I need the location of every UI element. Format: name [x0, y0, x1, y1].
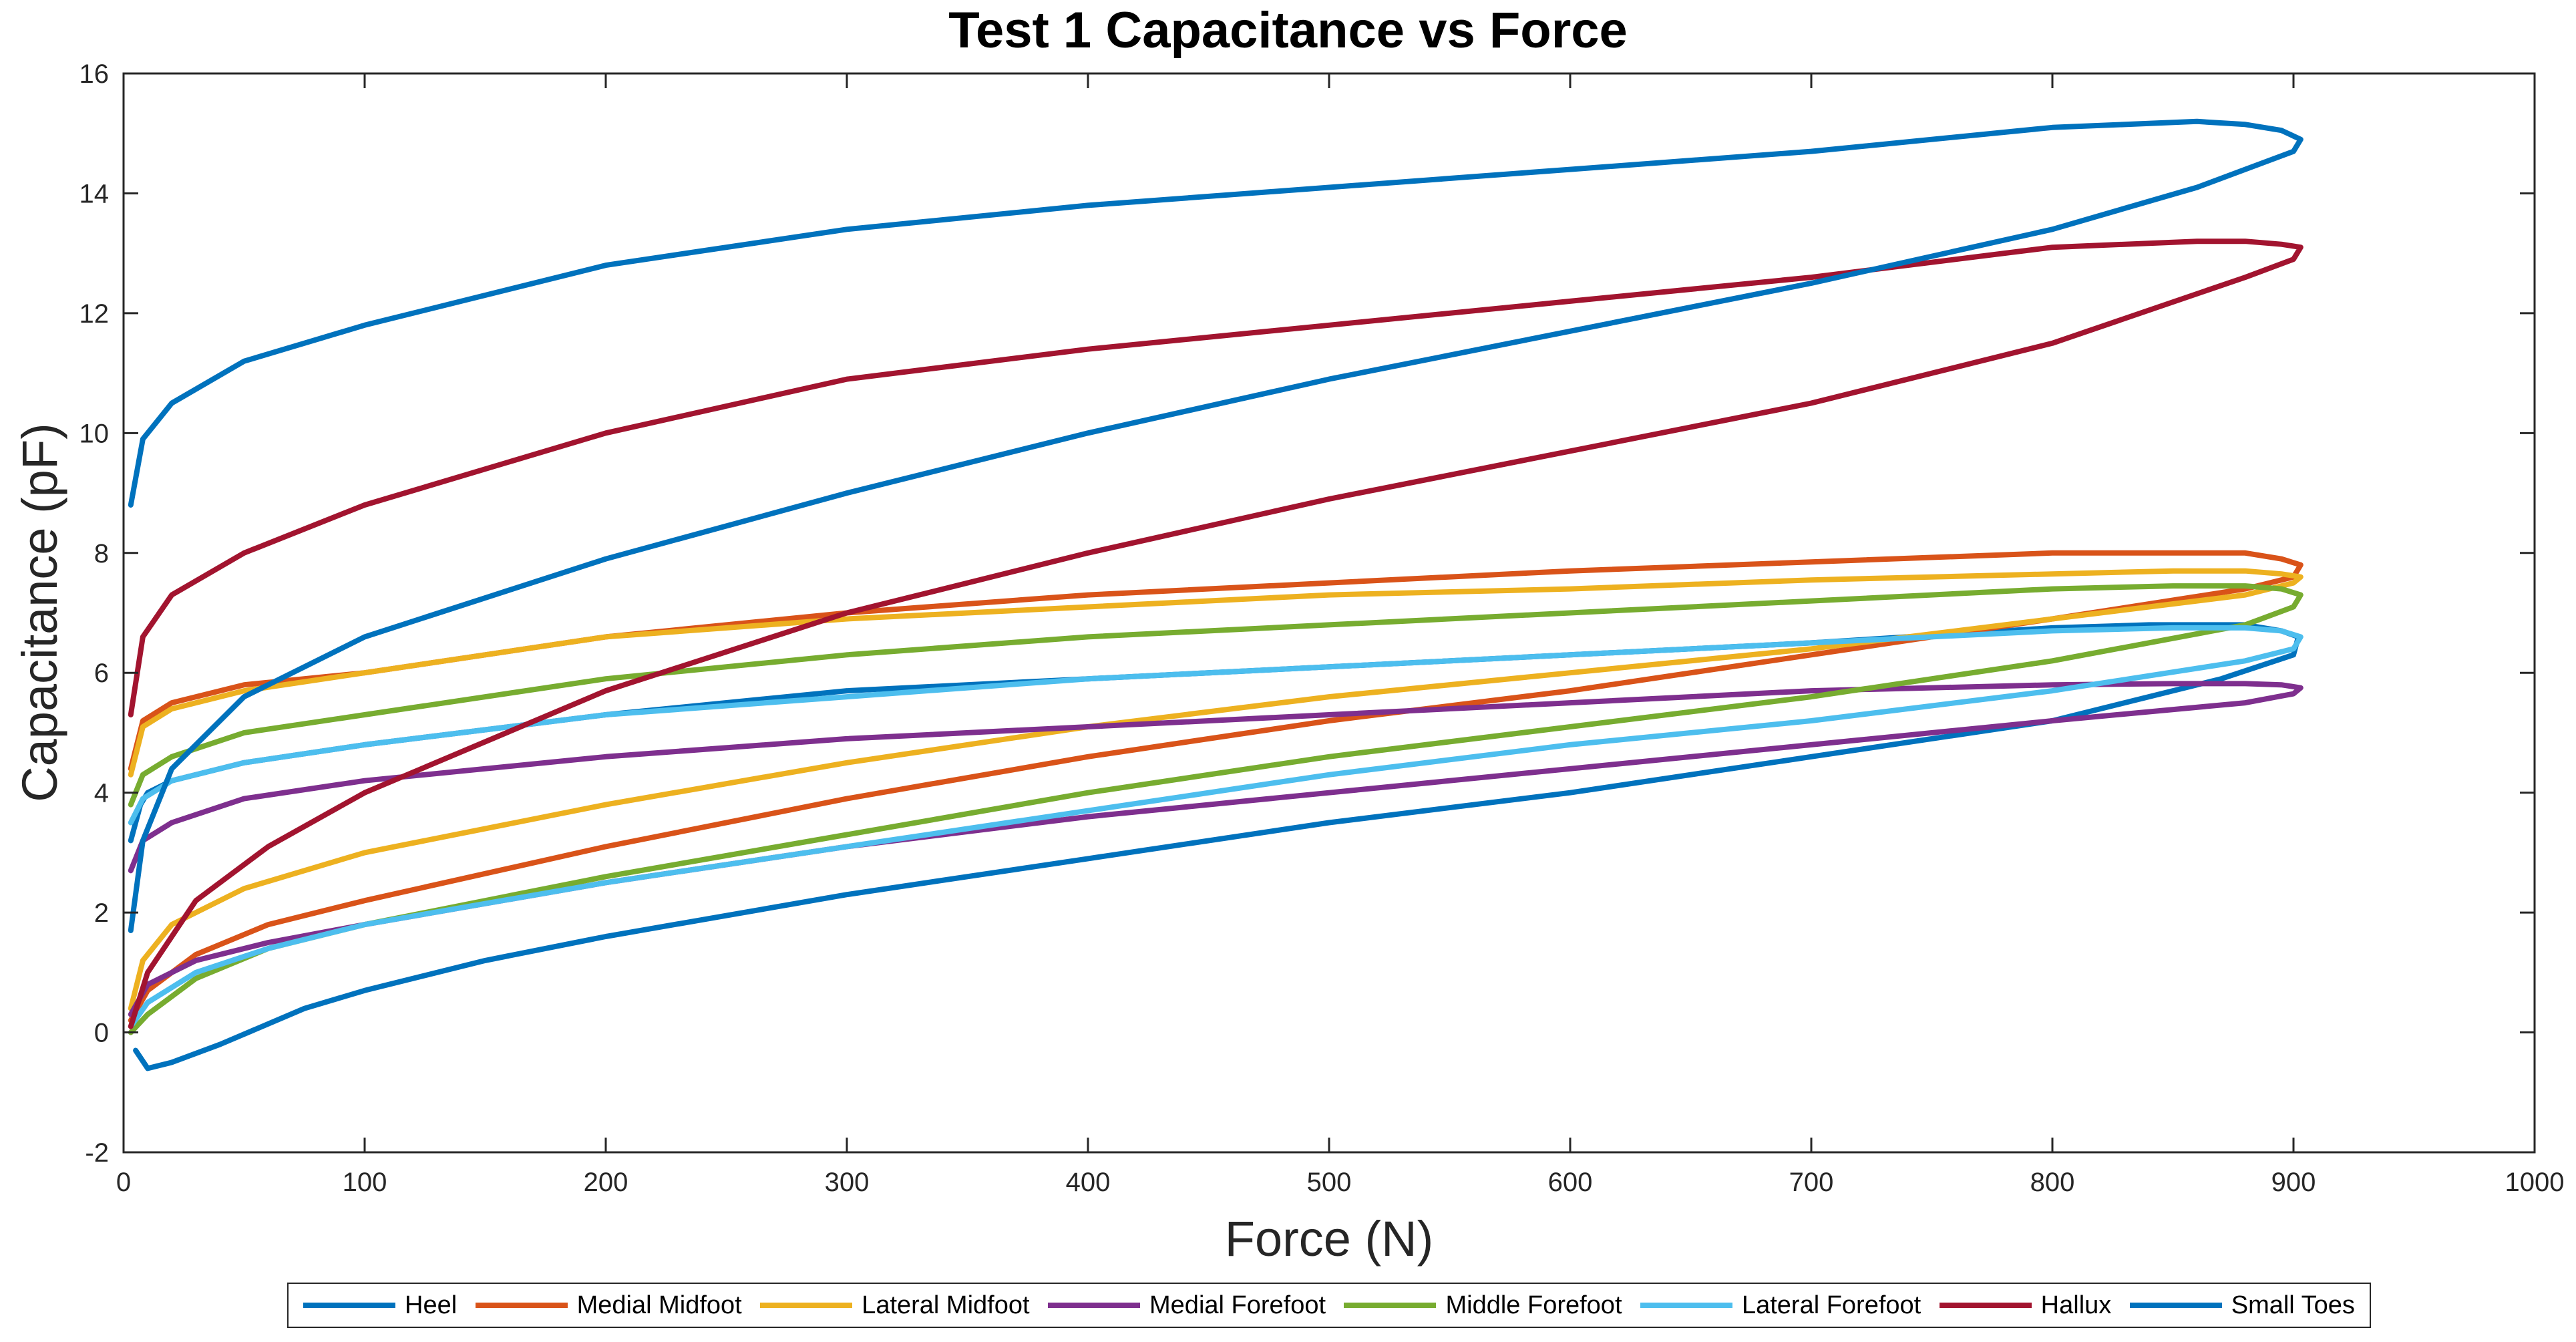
chart-title: Test 1 Capacitance vs Force: [948, 2, 1628, 59]
x-tick-label: 1000: [2505, 1168, 2565, 1197]
legend-swatch: [2129, 1303, 2222, 1308]
x-tick-label: 400: [1066, 1168, 1111, 1197]
x-axis-label: Force (N): [1225, 1211, 1433, 1267]
y-tick-label: 0: [94, 1019, 109, 1048]
legend-swatch: [1640, 1303, 1732, 1308]
legend: Heel Medial Midfoot Lateral Midfoot Medial …: [287, 1283, 2371, 1328]
legend-label: Medial Forefoot: [1149, 1291, 1326, 1319]
y-tick-label: 14: [79, 179, 110, 208]
x-tick-label: 300: [825, 1168, 870, 1197]
legend-swatch: [1939, 1303, 2032, 1308]
y-axis-label: Capacitance (pF): [12, 423, 67, 802]
series-line-hallux: [128, 238, 2304, 1029]
legend-label: Small Toes: [2231, 1291, 2355, 1319]
legend-label: Heel: [405, 1291, 457, 1319]
ticks-layer: 0 100 200 300 400 500 600 700 800 900 1000-2024681…: [79, 59, 2565, 1197]
legend-item: Medial Forefoot: [1048, 1291, 1326, 1320]
legend-item: Hallux: [1939, 1291, 2112, 1320]
x-tick-label: 900: [2271, 1168, 2316, 1197]
y-tick-label: 6: [94, 659, 109, 688]
y-tick-label: 10: [79, 419, 110, 448]
x-tick-label: 800: [2030, 1168, 2075, 1197]
x-tick-label: 600: [1548, 1168, 1593, 1197]
legend-item: Lateral Midfoot: [760, 1291, 1030, 1320]
legend-swatch: [475, 1303, 568, 1308]
legend-label: Middle Forefoot: [1445, 1291, 1622, 1319]
y-tick-label: 4: [94, 779, 109, 808]
x-tick-label: 200: [584, 1168, 628, 1197]
x-tick-label: 700: [1789, 1168, 1834, 1197]
y-tick-label: 12: [79, 299, 110, 329]
legend-label: Hallux: [2040, 1291, 2112, 1319]
series-layer: [128, 118, 2304, 1071]
y-tick-label: 2: [94, 898, 109, 928]
plot-area: [122, 72, 2536, 1154]
legend-item: Middle Forefoot: [1344, 1291, 1622, 1320]
legend-item: Small Toes: [2129, 1291, 2355, 1320]
x-tick-label: 100: [343, 1168, 387, 1197]
legend-item: Medial Midfoot: [475, 1291, 742, 1320]
legend-swatch: [303, 1303, 395, 1308]
x-tick-label: 500: [1307, 1168, 1352, 1197]
legend-swatch: [760, 1303, 853, 1308]
series-line-middle-forefoot: [128, 583, 2304, 1035]
y-tick-label: 8: [94, 539, 109, 568]
y-tick-label: 16: [79, 59, 110, 89]
y-tick-label: -2: [85, 1138, 109, 1168]
legend-swatch: [1048, 1303, 1141, 1308]
legend-item: Heel: [303, 1291, 457, 1320]
legend-label: Lateral Forefoot: [1741, 1291, 1921, 1319]
legend-swatch: [1344, 1303, 1437, 1308]
legend-item: Lateral Forefoot: [1640, 1291, 1921, 1320]
legend-label: Lateral Midfoot: [862, 1291, 1030, 1319]
legend-label: Medial Midfoot: [576, 1291, 742, 1319]
series-line-lateral-midfoot: [128, 568, 2304, 1011]
series-line-small-toes: [128, 118, 2304, 933]
series-line-lateral-forefoot: [128, 625, 2304, 1029]
x-tick-label: 0: [116, 1168, 131, 1197]
